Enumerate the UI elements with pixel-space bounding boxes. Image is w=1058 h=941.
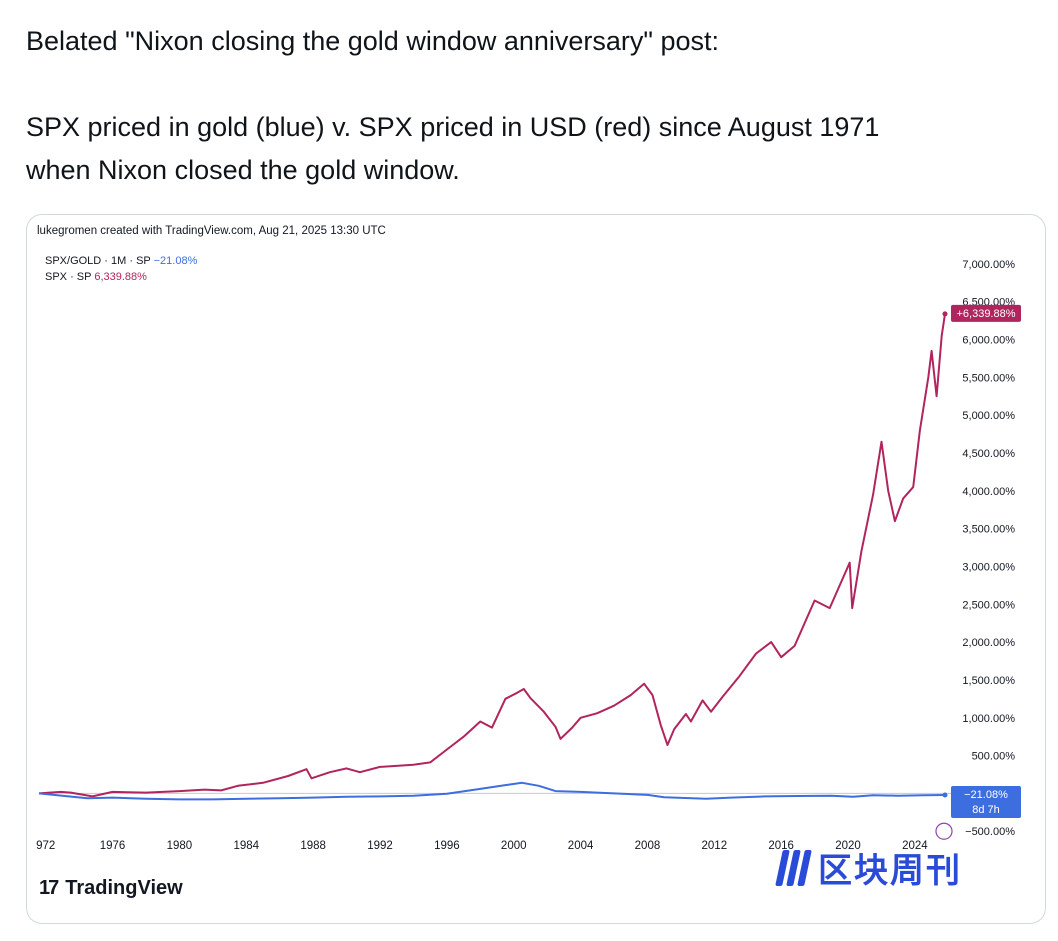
watermark: 区块周刊	[775, 843, 962, 892]
post-text: Belated "Nixon closing the gold window a…	[26, 20, 1026, 192]
post-line-1: Belated "Nixon closing the gold window a…	[26, 26, 720, 56]
legend-label-blue: SPX/GOLD · 1M · SP	[45, 255, 151, 267]
spx-gold-last-point	[942, 792, 948, 798]
x-tick-label: 2016	[768, 840, 794, 852]
spx-gold-line	[38, 781, 946, 801]
x-tick-label: 1984	[233, 840, 259, 852]
spx-gold-countdown-label: 8d 7h	[972, 804, 1000, 816]
y-tick-label: 4,500.00%	[962, 448, 1015, 460]
x-tick-label: 2004	[568, 840, 594, 852]
y-tick-label: 2,500.00%	[962, 599, 1015, 611]
line-chart: 7,000.00%6,500.00%6,000.00%5,500.00%5,00…	[36, 259, 1021, 852]
legend-value-blue: −21.08%	[153, 255, 198, 267]
x-tick-label: 1988	[300, 840, 326, 852]
spx-usd-price-badge	[951, 304, 1021, 322]
tradingview-wordmark: TradingView	[65, 877, 183, 899]
x-tick-label: 2024	[902, 840, 928, 852]
x-tick-label: 1996	[434, 840, 460, 852]
chart-card[interactable]: lukegromen created with TradingView.com,…	[26, 214, 1046, 924]
spx-usd-last-point	[942, 311, 948, 317]
y-tick-label: 500.00%	[972, 751, 1016, 763]
x-tick-label: 2000	[501, 840, 527, 852]
x-tick-label: 2012	[702, 840, 728, 852]
event-marker-icon	[935, 822, 953, 840]
spx-usd-price-label: +6,339.88%	[956, 308, 1015, 320]
chart-credit: lukegromen created with TradingView.com,…	[37, 225, 386, 237]
y-tick-label: 6,000.00%	[962, 335, 1015, 347]
legend-entry-red: SPX · SP 6,339.88%	[45, 269, 197, 285]
y-tick-label: 4,000.00%	[962, 486, 1015, 498]
y-tick-label: 5,000.00%	[962, 410, 1015, 422]
y-tick-label: 1,500.00%	[962, 675, 1015, 687]
y-tick-label: 5,500.00%	[962, 372, 1015, 384]
x-tick-label: 2008	[635, 840, 661, 852]
spx-gold-price-label: −21.08%	[964, 789, 1008, 801]
legend-entry-blue: SPX/GOLD · 1M · SP −21.08%	[45, 253, 197, 269]
x-tick-label: 972	[36, 840, 55, 852]
tradingview-icon: 17	[39, 877, 59, 899]
x-tick-label: 1976	[100, 840, 126, 852]
chart-legend: SPX/GOLD · 1M · SP −21.08% SPX · SP 6,33…	[45, 253, 197, 285]
y-tick-label: 3,500.00%	[962, 524, 1015, 536]
legend-value-red: 6,339.88%	[94, 271, 147, 283]
x-tick-label: 2020	[835, 840, 861, 852]
watermark-icon	[775, 849, 812, 886]
x-tick-label: 1980	[167, 840, 193, 852]
y-tick-label: −500.00%	[965, 826, 1015, 838]
legend-label-red: SPX · SP	[45, 271, 92, 283]
y-tick-label: 7,000.00%	[962, 259, 1015, 271]
x-tick-label: 1992	[367, 840, 393, 852]
post-line-3: when Nixon closed the gold window.	[26, 155, 460, 185]
y-tick-label: 2,000.00%	[962, 637, 1015, 649]
spx-usd-line	[38, 313, 946, 798]
y-tick-label: 1,000.00%	[962, 713, 1015, 725]
tradingview-logo[interactable]: 17 TradingView	[39, 877, 183, 900]
watermark-text: 区块周刊	[818, 852, 962, 890]
spx-gold-price-badge	[951, 785, 1021, 818]
post-line-2: SPX priced in gold (blue) v. SPX priced …	[26, 112, 880, 142]
y-tick-label: 3,000.00%	[962, 561, 1015, 573]
